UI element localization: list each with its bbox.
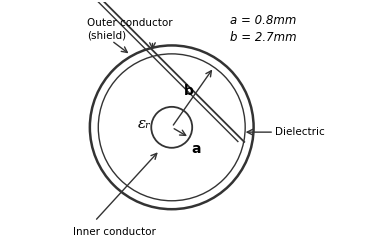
Text: εᵣ: εᵣ: [138, 117, 151, 131]
Text: Dielectric: Dielectric: [275, 127, 325, 137]
Text: b: b: [184, 84, 194, 98]
Text: a: a: [191, 142, 201, 156]
Text: Outer conductor
(shield): Outer conductor (shield): [87, 18, 173, 41]
Text: a = 0.8mm: a = 0.8mm: [230, 14, 296, 27]
Text: b = 2.7mm: b = 2.7mm: [230, 31, 296, 44]
Text: Inner conductor: Inner conductor: [73, 227, 156, 237]
